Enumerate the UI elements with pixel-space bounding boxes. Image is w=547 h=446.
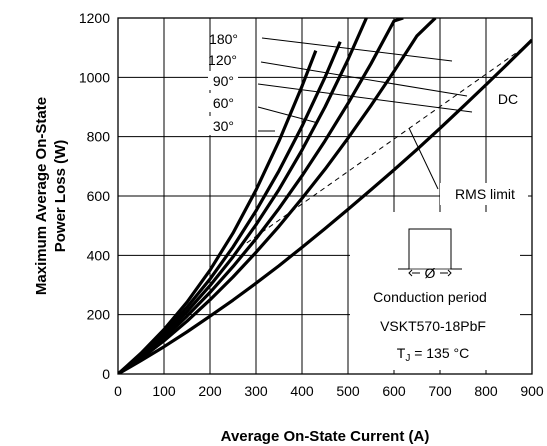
y-axis-title: Maximum Average On-State Power Loss (W) <box>33 97 69 295</box>
y-tick-label: 1200 <box>79 10 110 26</box>
x-tick-label: 400 <box>290 383 314 399</box>
x-tick-label: 300 <box>244 383 268 399</box>
y-tick-label: 0 <box>102 366 110 382</box>
series-line <box>118 41 342 374</box>
series-line <box>118 38 532 374</box>
svg-text:Maximum Average On-State: Maximum Average On-State <box>33 97 50 295</box>
x-tick-label: 600 <box>382 383 406 399</box>
tick-labels: 0 100 200 300 400 500 600 700 800 900 0 200 400 600 80… <box>79 10 544 399</box>
y-tick-label: 1000 <box>79 69 110 85</box>
series-leader-line <box>261 37 453 62</box>
svg-text:Power Loss (W): Power Loss (W) <box>52 140 69 253</box>
part-number-label: VSKT570-18PbF <box>380 318 486 334</box>
phi-symbol: Ø <box>425 265 436 281</box>
series-label-bg <box>208 116 238 135</box>
series-leader-line <box>260 61 468 97</box>
y-tick-label: 400 <box>87 247 111 263</box>
x-tick-label: 900 <box>520 383 544 399</box>
rms-label-bg <box>440 183 528 205</box>
series-line <box>118 18 368 374</box>
x-tick-label: 0 <box>114 383 122 399</box>
x-tick-label: 100 <box>152 383 176 399</box>
series-label-dc: DC <box>498 91 518 107</box>
y-tick-label: 800 <box>87 129 111 145</box>
series-lines <box>118 18 532 374</box>
x-axis-title: Average On-State Current (A) <box>221 428 430 445</box>
rms-limit-label: RMS limit <box>455 186 515 202</box>
x-tick-label: 200 <box>198 383 222 399</box>
junction-temperature-label: TJ = 135 °C <box>397 345 469 364</box>
series-label: 180° <box>209 31 238 47</box>
label-leader-lines <box>257 37 473 190</box>
series-labels: 180° 120° 90° 60° 30° DC <box>208 29 528 370</box>
series-label: 30° <box>213 118 234 134</box>
dc-label-bg <box>491 88 525 108</box>
series-label-bg <box>208 93 238 112</box>
series-line <box>118 18 404 374</box>
series-leader-line <box>257 83 473 113</box>
series-label: 120° <box>208 52 237 68</box>
conduction-period-diagram <box>398 228 462 277</box>
series-label-bg <box>212 29 242 48</box>
x-tick-label: 500 <box>336 383 360 399</box>
x-tick-label: 800 <box>474 383 498 399</box>
inset-panel-bg <box>350 212 520 370</box>
y-tick-label: 200 <box>87 307 111 323</box>
plot-frame <box>117 17 533 375</box>
conduction-period-label: Conduction period <box>373 289 487 305</box>
series-label-bg <box>208 71 238 90</box>
series-label-bg <box>211 50 241 69</box>
rms-limit-leader <box>408 127 439 190</box>
x-tick-label: 700 <box>428 383 452 399</box>
series-label: 60° <box>213 95 234 111</box>
y-tick-label: 600 <box>87 188 111 204</box>
series-label: 90° <box>213 73 234 89</box>
series-leader-line <box>257 106 319 124</box>
